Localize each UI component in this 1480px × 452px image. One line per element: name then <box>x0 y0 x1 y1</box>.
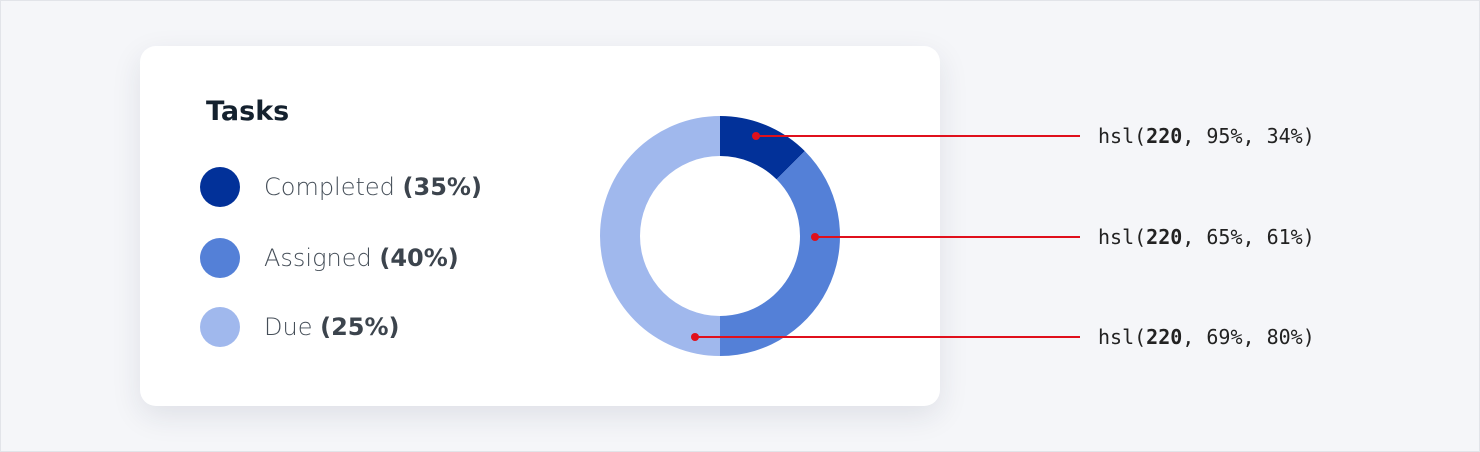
legend-item-due: Due (25%) <box>200 307 400 347</box>
annotation-dot <box>752 132 760 140</box>
annotation-color-3: hsl(220, 69%, 80%) <box>1098 325 1315 349</box>
donut-slice-completed <box>720 116 805 180</box>
legend-item-completed: Completed (35%) <box>200 167 482 207</box>
legend-swatch <box>200 167 240 207</box>
annotation-color-2: hsl(220, 65%, 61%) <box>1098 225 1315 249</box>
legend-percent: (25%) <box>320 313 400 341</box>
legend-percent: (40%) <box>379 244 459 272</box>
annotation-dot <box>811 233 819 241</box>
legend-swatch <box>200 307 240 347</box>
legend-swatch <box>200 238 240 278</box>
legend-label: Due <box>264 313 313 341</box>
legend-item-assigned: Assigned (40%) <box>200 238 459 278</box>
donut-slice-due <box>600 116 720 356</box>
legend-label: Completed <box>264 173 395 201</box>
annotation-dot <box>691 333 699 341</box>
card-title: Tasks <box>206 96 290 127</box>
annotation-color-1: hsl(220, 95%, 34%) <box>1098 124 1315 148</box>
donut-slice-assigned <box>720 151 841 356</box>
legend-percent: (35%) <box>402 173 482 201</box>
legend-label: Assigned <box>264 244 372 272</box>
